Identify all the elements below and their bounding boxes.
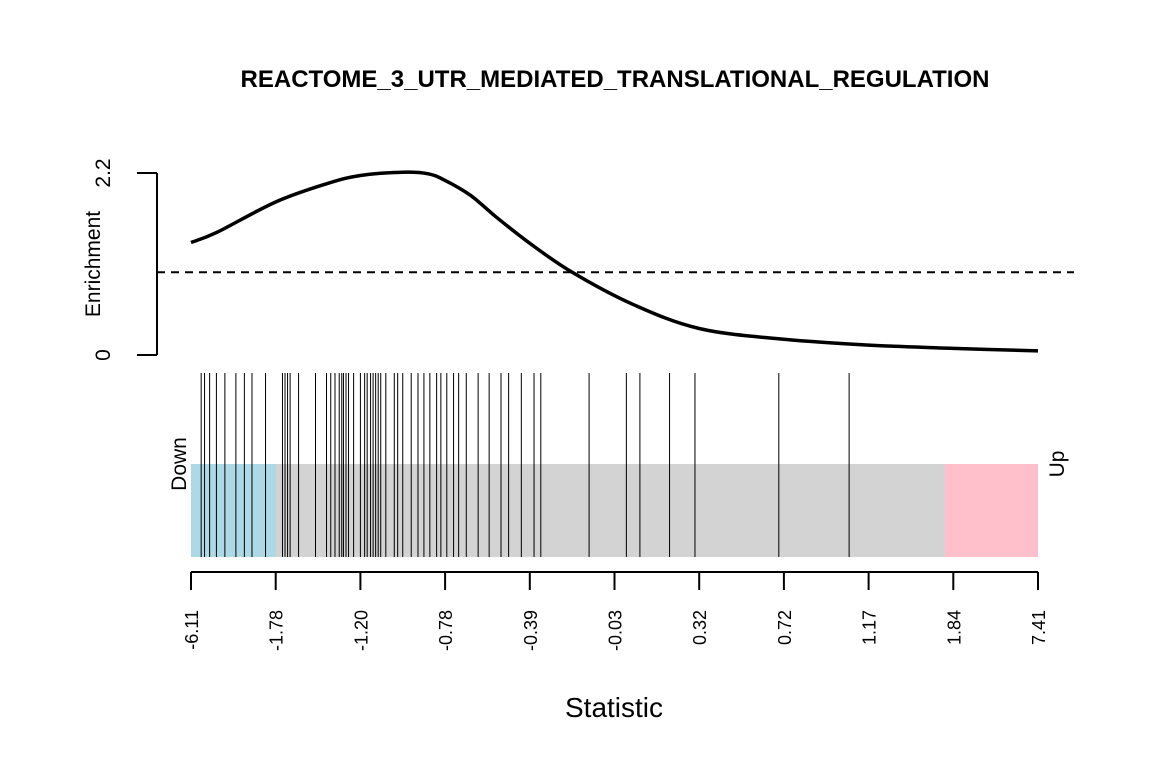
x-tick-label: -1.20 [351, 610, 371, 651]
barcode-up-region [944, 464, 1038, 557]
x-tick-label: -0.78 [436, 610, 456, 651]
x-tick-label: -0.39 [521, 610, 541, 651]
barcode-lines [200, 373, 850, 557]
x-ticks: -6.11 -1.78 -1.20 -0.78 -0.39 -0.03 0.32 0.72 1.… [182, 572, 1049, 651]
x-axis: -6.11 -1.78 -1.20 -0.78 -0.39 -0.03 0.32 0.72 1.… [182, 571, 1049, 723]
x-tick-label: 0.32 [690, 610, 710, 645]
x-tick-label: 7.41 [1029, 610, 1049, 645]
barcode-down-label: Down [168, 437, 191, 491]
y-axis-label: Enrichment [82, 211, 105, 317]
x-tick-label: -0.03 [606, 610, 626, 651]
barcode-middle-region [191, 464, 1038, 557]
y-tick-label-top: 2.2 [92, 158, 115, 187]
x-tick-label: -1.78 [267, 610, 287, 651]
enrichment-curve [190, 170, 1039, 353]
chart-title: REACTOME_3_UTR_MEDIATED_TRANSLATIONAL_RE… [241, 66, 990, 93]
x-tick-label: 1.17 [860, 610, 880, 645]
barcode-up-label: Up [1046, 451, 1069, 478]
enrichment-panel: 2.2 0 Enrichment [82, 158, 1074, 361]
x-tick-label: 0.72 [775, 610, 795, 645]
x-tick-label: 1.84 [944, 610, 964, 645]
x-axis-label: Statistic [565, 692, 663, 723]
x-tick-label: -6.11 [182, 610, 202, 650]
barcode-down-region [191, 464, 276, 557]
y-tick-label-bottom: 0 [92, 349, 115, 361]
barcode-panel: Down Up [168, 373, 1069, 557]
